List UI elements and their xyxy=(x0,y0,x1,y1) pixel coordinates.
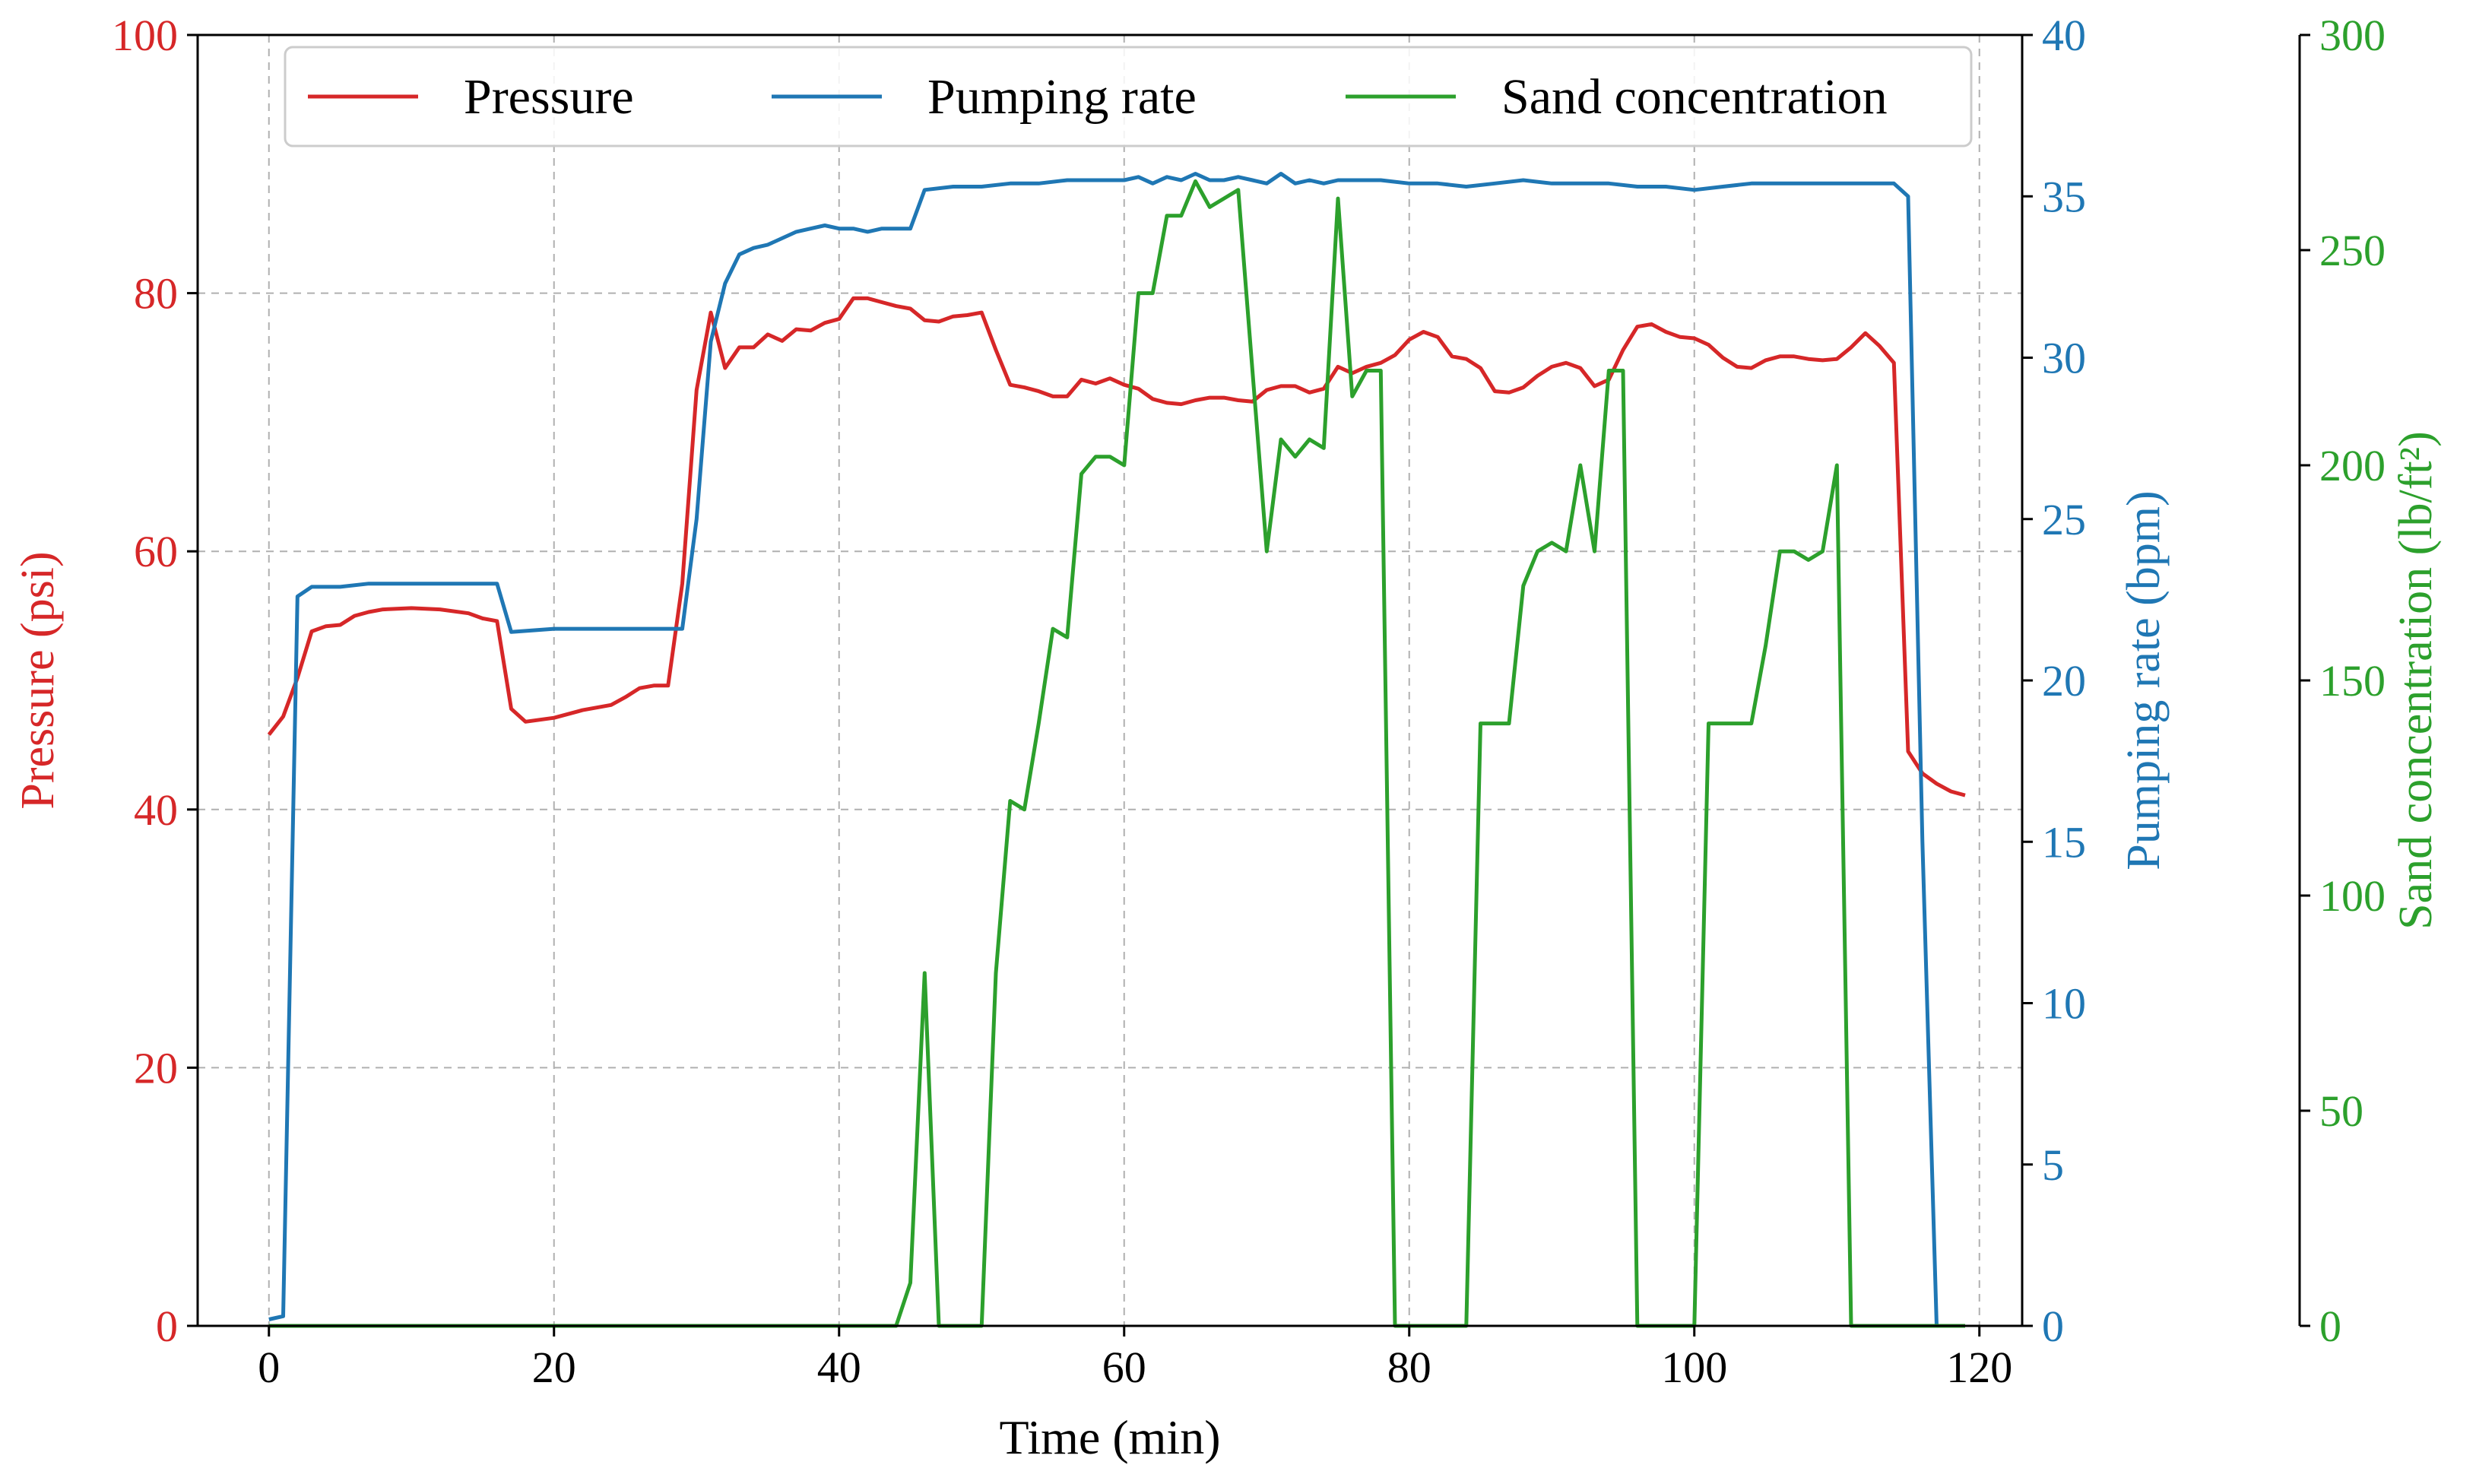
series-line-pumping-rate xyxy=(268,172,1951,1328)
sand_concentration-tick-label: 150 xyxy=(2319,656,2386,706)
x-tick-label: 60 xyxy=(1102,1343,1146,1392)
pressure-tick-label: 0 xyxy=(156,1302,178,1351)
sand_concentration-axis-label: Sand concentration (lb/ft²) xyxy=(2390,431,2442,930)
x-axis-label: Time (min) xyxy=(1000,1410,1221,1464)
legend-label-pumping-rate: Pumping rate xyxy=(927,69,1197,125)
pressure-tick-label: 80 xyxy=(134,269,178,319)
sand_concentration-tick-label: 0 xyxy=(2319,1302,2341,1351)
sand_concentration-tick-label: 250 xyxy=(2319,226,2386,275)
legend-label-pressure: Pressure xyxy=(464,69,634,125)
legend-box xyxy=(284,46,1973,147)
pressure-tick-label: 40 xyxy=(134,785,178,835)
series-line-pressure xyxy=(267,296,1966,797)
pressure-axis-label: Pressure (psi) xyxy=(12,551,64,809)
series-line-sand-concentration xyxy=(268,179,1965,1328)
x-tick-label: 100 xyxy=(1661,1343,1727,1392)
x-tick-label: 80 xyxy=(1387,1343,1431,1392)
pumping_rate-tick-label: 15 xyxy=(2042,817,2086,867)
x-tick-label: 0 xyxy=(258,1343,280,1392)
series-lines xyxy=(267,172,1966,1328)
pressure-tick-label: 20 xyxy=(134,1043,178,1092)
sand_concentration-tick-label: 300 xyxy=(2319,11,2386,60)
pressure-tick-label: 100 xyxy=(112,11,178,60)
sand_concentration-tick-label: 100 xyxy=(2319,871,2386,921)
axes xyxy=(187,33,2310,1337)
pumping_rate-tick-label: 40 xyxy=(2042,11,2086,60)
sand_concentration-tick-label: 50 xyxy=(2319,1086,2363,1136)
pumping_rate-tick-label: 5 xyxy=(2042,1140,2064,1190)
x-tick-label: 120 xyxy=(1946,1343,2012,1392)
legend-label-sand-concentration: Sand concentration xyxy=(1501,69,1888,125)
pumping_rate-tick-label: 35 xyxy=(2042,172,2086,221)
x-tick-label: 20 xyxy=(532,1343,576,1392)
pumping_rate-tick-label: 20 xyxy=(2042,656,2086,706)
pumping_rate-tick-label: 25 xyxy=(2042,495,2086,544)
pressure-tick-label: 60 xyxy=(134,527,178,576)
sand_concentration-tick-label: 200 xyxy=(2319,441,2386,490)
pumping_rate-axis-label: Pumping rate (bpm) xyxy=(2118,490,2170,870)
pumping_rate-tick-label: 30 xyxy=(2042,334,2086,383)
pumping_rate-tick-label: 0 xyxy=(2042,1302,2064,1351)
legend: Pressure Pumping rate Sand concentration xyxy=(284,46,1973,147)
x-tick-label: 40 xyxy=(817,1343,861,1392)
pumping_rate-tick-label: 10 xyxy=(2042,979,2086,1029)
